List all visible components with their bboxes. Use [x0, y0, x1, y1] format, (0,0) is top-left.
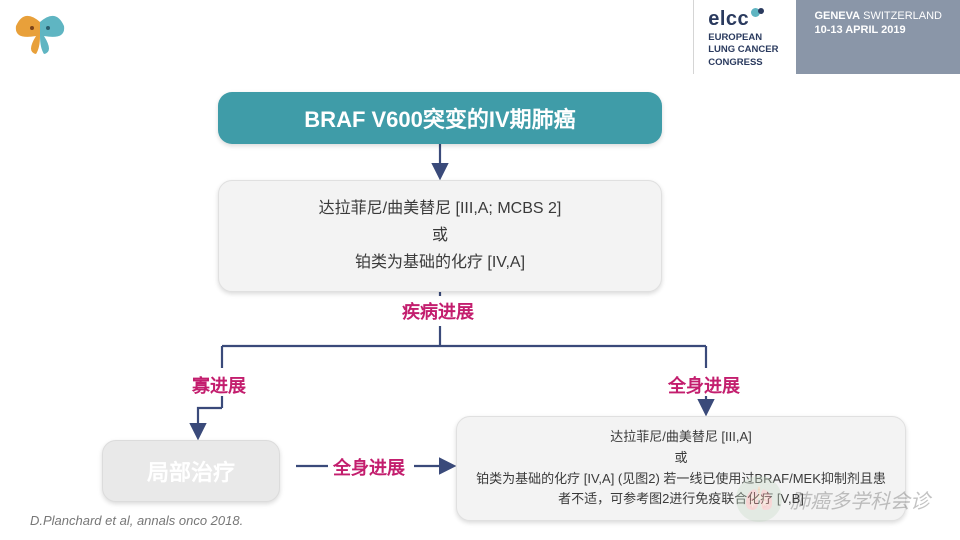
firstline-node: 达拉菲尼/曲美替尼 [III,A; MCBS 2] 或 铂类为基础的化疗 [IV… — [218, 180, 662, 292]
brand-dot-2 — [758, 8, 764, 14]
brand-sub-3: CONGRESS — [708, 58, 778, 68]
systemic2-label: 全身进展 — [333, 454, 405, 480]
firstline-1: 达拉菲尼/曲美替尼 [III,A; MCBS 2] — [251, 195, 629, 222]
systemic2-text: 全身进展 — [333, 458, 405, 478]
brand-sub-1: EUROPEAN — [708, 33, 778, 43]
firstline-2: 铂类为基础的化疗 [IV,A] — [251, 249, 629, 276]
butterfly-logo — [12, 12, 68, 68]
citation: D.Planchard et al, annals onco 2018. — [30, 513, 243, 528]
header-location: GENEVA SWITZERLAND 10-13 APRIL 2019 — [796, 0, 960, 74]
brand: elcc — [708, 8, 778, 31]
date: 10-13 APRIL 2019 — [814, 24, 942, 36]
local-text: 局部治疗 — [147, 460, 235, 485]
country: SWITZERLAND — [863, 10, 942, 22]
firstline-or: 或 — [251, 222, 629, 249]
watermark-icon: 🫁 — [736, 476, 782, 522]
header: elcc EUROPEAN LUNG CANCER CONGRESS GENEV… — [693, 0, 960, 74]
second-or: 或 — [475, 448, 887, 469]
brand-text: elcc — [708, 8, 749, 30]
progress-label: 疾病进展 — [402, 298, 474, 324]
watermark-text: 肺癌多学科会诊 — [790, 485, 930, 514]
city: GENEVA — [814, 10, 860, 22]
systemic-text: 全身进展 — [668, 376, 740, 396]
systemic-label: 全身进展 — [668, 372, 740, 398]
second-1: 达拉菲尼/曲美替尼 [III,A] — [475, 427, 887, 448]
title-node: BRAF V600突变的IV期肺癌 — [218, 92, 662, 144]
oligo-label: 寡进展 — [192, 372, 246, 398]
oligo-text: 寡进展 — [192, 376, 246, 396]
title-text: BRAF V600突变的IV期肺癌 — [304, 107, 575, 132]
local-node: 局部治疗 — [102, 440, 280, 502]
watermark: 🫁 肺癌多学科会诊 — [736, 476, 930, 522]
brand-sub-2: LUNG CANCER — [708, 45, 778, 55]
progress-text: 疾病进展 — [402, 302, 474, 322]
header-brand-block: elcc EUROPEAN LUNG CANCER CONGRESS — [693, 0, 796, 74]
